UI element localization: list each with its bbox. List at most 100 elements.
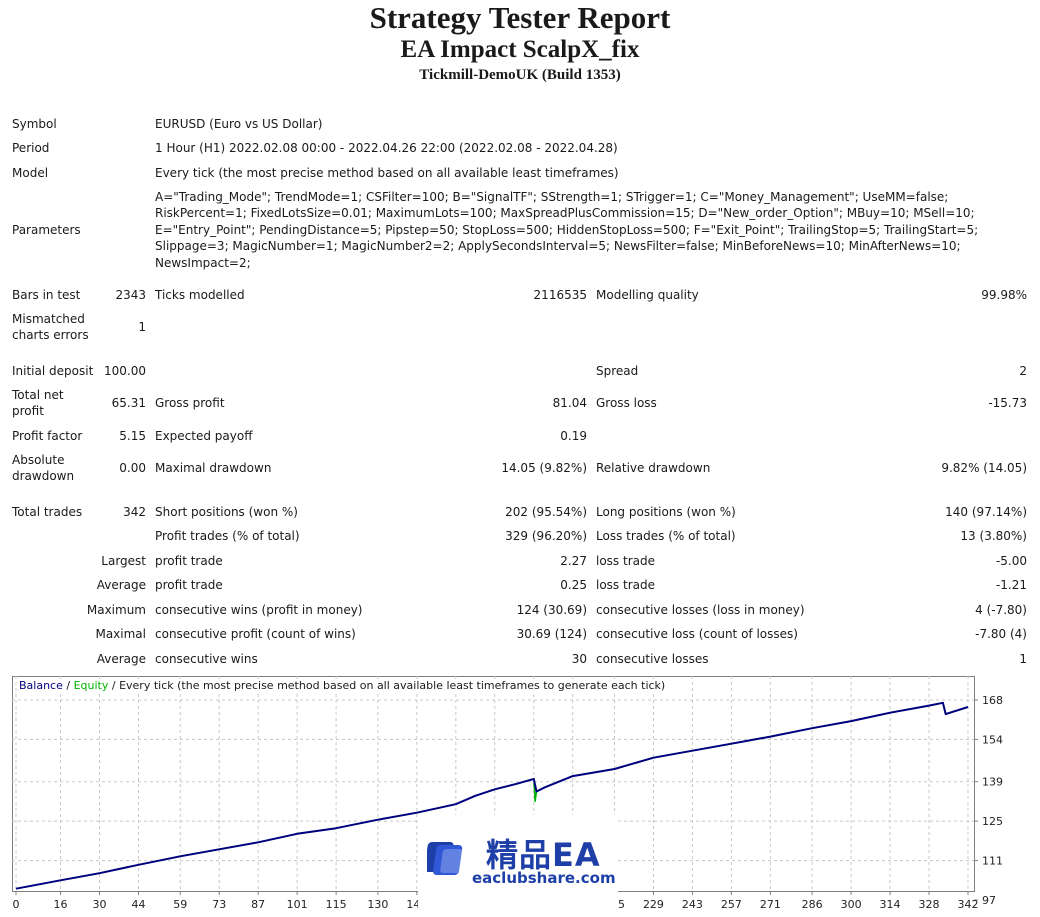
avg-loss-label: loss trade	[596, 578, 655, 592]
deposit-value: 100.00	[104, 364, 146, 378]
spread-value: 2	[1019, 364, 1027, 378]
maxdd-value: 14.05 (9.82%)	[501, 461, 587, 475]
avg-loss-value: -1.21	[995, 578, 1027, 592]
avg-losses-label: consecutive losses	[596, 652, 709, 666]
symbol-label: Symbol	[12, 117, 57, 131]
payoff-value: 0.19	[560, 429, 587, 443]
ticks-label: Ticks modelled	[155, 288, 245, 302]
y-axis-ticks: 97 111 125 139 154 168	[974, 694, 1003, 907]
absdd-label-1: Absolute	[12, 453, 65, 467]
grossloss-label: Gross loss	[596, 396, 657, 410]
quality-value: 99.98%	[981, 288, 1027, 302]
report-header: Strategy Tester Report EA Impact ScalpX_…	[0, 0, 1040, 85]
x-tick-label: 342	[958, 898, 979, 911]
maximal-loss-label: consecutive loss (count of losses)	[596, 627, 798, 641]
report-title: Strategy Tester Report	[369, 0, 671, 35]
model-value: Every tick (the most precise method base…	[155, 166, 619, 180]
x-tick-label: 101	[287, 898, 308, 911]
largest-profit-label: profit trade	[155, 554, 223, 568]
quality-label: Modelling quality	[596, 288, 699, 302]
bars-label: Bars in test	[12, 288, 81, 302]
x-tick-label: 328	[919, 898, 940, 911]
parameters-line: NewsImpact=2;	[155, 255, 251, 270]
x-tick-label: 229	[643, 898, 664, 911]
y-tick-label: 97	[982, 894, 996, 907]
netprofit-label-2: profit	[12, 404, 44, 418]
x-tick-label: 286	[802, 898, 823, 911]
grossloss-value: -15.73	[988, 396, 1027, 410]
legend-balance: Balance	[19, 679, 63, 692]
max-losses-label: consecutive losses (loss in money)	[596, 603, 805, 617]
x-tick-label: 257	[721, 898, 742, 911]
y-tick-label: 154	[982, 733, 1003, 746]
chart-series	[15, 701, 969, 890]
ea-name: EA Impact ScalpX_fix	[400, 36, 640, 63]
maximal-loss-value: -7.80 (4)	[975, 627, 1027, 641]
ltrades-label: Loss trades (% of total)	[596, 529, 736, 543]
long-value: 140 (97.14%)	[945, 505, 1027, 519]
trades-label: Total trades	[12, 505, 83, 519]
ptrades-value: 329 (96.20%)	[505, 529, 587, 543]
average2-label: Average	[96, 652, 146, 666]
mismatch-label-2: charts errors	[12, 328, 89, 342]
x-tick-label: 30	[93, 898, 107, 911]
payoff-label: Expected payoff	[155, 429, 253, 443]
period-label: Period	[12, 141, 50, 155]
x-tick-label: 115	[326, 898, 347, 911]
spread-label: Spread	[596, 364, 639, 378]
maxdd-label: Maximal drawdown	[155, 461, 272, 475]
model-label: Model	[12, 166, 49, 180]
avg-wins-value: 30	[571, 652, 587, 666]
parameters-line: RiskPercent=1; FixedLotsSize=0.01; Maxim…	[155, 206, 975, 221]
chart-legend: Balance / Equity / Every tick (the most …	[17, 679, 668, 693]
avg-profit-value: 0.25	[560, 578, 587, 592]
x-tick-label: 16	[54, 898, 68, 911]
average-label: Average	[96, 578, 146, 592]
long-label: Long positions (won %)	[596, 505, 736, 519]
max-losses-value: 4 (-7.80)	[975, 603, 1027, 617]
x-tick-label: 0	[13, 898, 20, 911]
largest-loss-label: loss trade	[596, 554, 655, 568]
symbol-value: EURUSD (Euro vs US Dollar)	[155, 117, 323, 131]
deposit-label: Initial deposit	[12, 364, 94, 378]
maximal-profit-label: consecutive profit (count of wins)	[155, 627, 356, 641]
x-tick-label: 243	[682, 898, 703, 911]
reldd-value: 9.82% (14.05)	[941, 461, 1027, 475]
x-tick-label: 73	[212, 898, 226, 911]
ticks-value: 2116535	[533, 288, 587, 302]
period-value: 1 Hour (H1) 2022.02.08 00:00 - 2022.04.2…	[155, 141, 618, 155]
parameters-line: E="Entry_Point"; PendingDistance=5; Pips…	[155, 222, 979, 237]
parameters-label: Parameters	[12, 223, 81, 237]
y-tick-label: 168	[982, 694, 1003, 707]
netprofit-value: 65.31	[111, 396, 146, 410]
y-tick-label: 111	[982, 855, 1003, 868]
y-tick-label: 139	[982, 776, 1003, 789]
grossprofit-value: 81.04	[552, 396, 587, 410]
legend-separator: /	[62, 679, 74, 692]
legend-equity: Equity	[73, 679, 109, 692]
max-wins-value: 124 (30.69)	[516, 603, 587, 617]
trades-value: 342	[123, 505, 146, 519]
mismatch-value: 1	[138, 320, 146, 334]
parameters-line: Slippage=3; MagicNumber=1; MagicNumber2=…	[155, 239, 961, 254]
balance-line	[15, 701, 969, 890]
legend-model: / Every tick (the most precise method ba…	[108, 679, 666, 692]
bars-value: 2343	[115, 288, 146, 302]
max-wins-label: consecutive wins (profit in money)	[155, 603, 363, 617]
avg-losses-value: 1	[1019, 652, 1027, 666]
x-tick-label: 44	[131, 898, 145, 911]
watermark-logo-icon	[427, 842, 463, 875]
netprofit-label-1: Total net	[12, 388, 64, 402]
x-tick-label: 314	[880, 898, 901, 911]
ptrades-label: Profit trades (% of total)	[155, 529, 300, 543]
watermark-title: 精品EA	[486, 836, 601, 874]
parameters-line: A="Trading_Mode"; TrendMode=1; CSFilter=…	[155, 190, 949, 204]
watermark-url: eaclubshare.com	[472, 869, 616, 887]
pf-value: 5.15	[119, 429, 146, 443]
absdd-value: 0.00	[119, 461, 146, 475]
pf-label: Profit factor	[12, 429, 83, 443]
server-build: Tickmill-DemoUK (Build 1353)	[419, 67, 621, 83]
largest-profit-value: 2.27	[560, 554, 587, 568]
y-tick-label: 125	[982, 815, 1003, 828]
short-value: 202 (95.54%)	[505, 505, 587, 519]
